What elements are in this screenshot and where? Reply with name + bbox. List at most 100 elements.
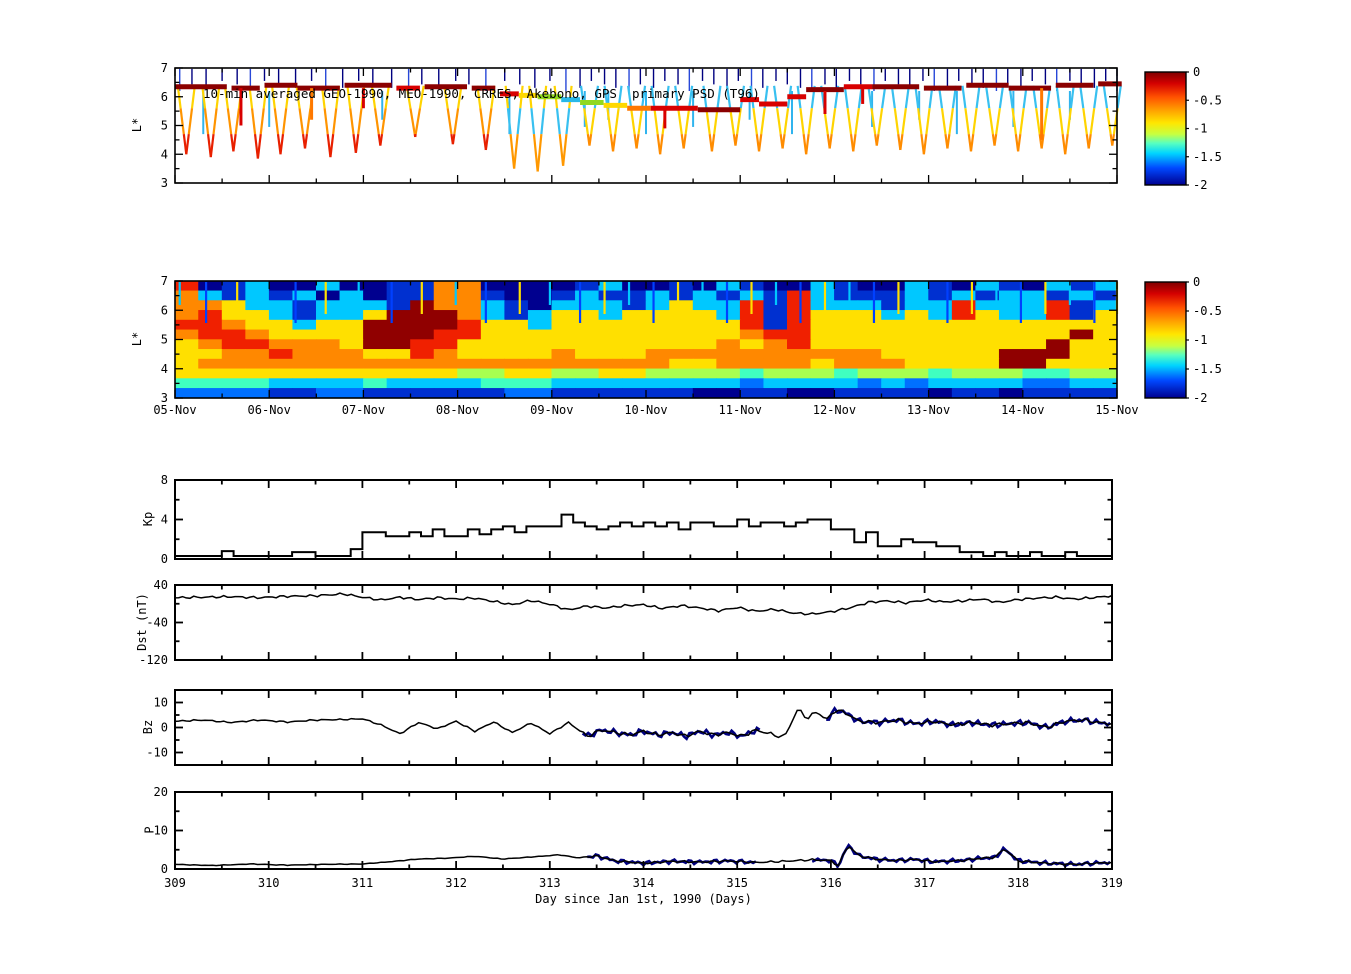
heatmap-cell — [363, 388, 388, 399]
date-tick-label: 05-Nov — [153, 403, 196, 417]
date-tick-label: 12-Nov — [813, 403, 856, 417]
heatmap-cell — [268, 329, 294, 340]
heatmap-cell — [268, 339, 294, 350]
heatmap-cell — [1093, 339, 1118, 350]
heatmap-cell — [1022, 388, 1047, 399]
heatmap-cell — [339, 280, 364, 292]
heatmap-cell — [268, 378, 294, 389]
heatmap-cell — [998, 339, 1024, 350]
heatmap-cell — [998, 310, 1024, 321]
heatmap-cell — [739, 358, 765, 370]
heatmap-cell — [363, 290, 388, 301]
heatmap-cell — [1022, 378, 1047, 389]
heatmap-cell — [857, 349, 882, 360]
psd-dip — [805, 133, 810, 155]
heatmap-cell — [975, 300, 1000, 311]
heatmap-cell — [268, 388, 294, 399]
heatmap-cell — [1046, 378, 1071, 389]
heatmap-cell — [551, 329, 576, 340]
heatmap-cell — [174, 368, 199, 379]
panel1-ylabel: L* — [130, 117, 145, 133]
heatmap-cell — [245, 280, 270, 292]
psd-dip — [606, 108, 612, 135]
psd-dip — [995, 108, 1001, 135]
heatmap-cell — [433, 358, 458, 370]
heatmap-cell — [221, 319, 246, 331]
heatmap-cell — [857, 329, 882, 340]
heatmap-cell — [692, 368, 717, 379]
heatmap-cell — [504, 388, 529, 399]
heatmap-cell — [363, 300, 388, 311]
axis-box — [174, 479, 1113, 560]
colorbar-tick-label: 0 — [1193, 275, 1200, 289]
heatmap-cell — [1046, 329, 1071, 340]
heatmap-cell — [834, 290, 859, 301]
heatmap-cell — [363, 329, 388, 340]
heatmap-cell — [433, 290, 458, 301]
heatmap-cell — [433, 388, 458, 399]
panel1-ytick-label: 7 — [161, 61, 168, 75]
p-ytick-label: 20 — [154, 785, 168, 799]
psd-dip — [893, 108, 900, 135]
psd-dip — [346, 85, 352, 109]
psd-dip — [1019, 108, 1025, 135]
heatmap-cell — [716, 300, 741, 311]
heatmap-cell — [1022, 290, 1047, 301]
psd-dip — [504, 85, 510, 109]
heatmap-cell — [669, 378, 694, 389]
heatmap-cell — [928, 368, 953, 379]
psd-dip — [588, 133, 593, 146]
colorbar-tick-label: -1.5 — [1193, 150, 1222, 164]
colorbar-tick-label: -1 — [1193, 122, 1207, 136]
heatmap-cell — [480, 329, 505, 340]
heatmap-cell — [386, 310, 411, 321]
heatmap-cell — [904, 358, 929, 370]
heatmap-cell — [1046, 300, 1071, 311]
heatmap-cell — [975, 329, 1000, 340]
psd-dip — [1105, 108, 1112, 135]
heatmap-cell — [1069, 358, 1094, 370]
heatmap-cell — [504, 310, 529, 321]
heatmap-cell — [834, 339, 859, 350]
psd-dip — [506, 108, 512, 135]
heatmap-cell — [763, 319, 788, 331]
psd-dip — [484, 133, 490, 151]
psd-dip — [781, 133, 786, 149]
heatmap-cell — [1093, 388, 1118, 399]
p-ytick-label: 0 — [161, 862, 168, 876]
axis-box — [174, 791, 1113, 870]
heatmap-cell — [268, 280, 294, 292]
heatmap-cell — [1093, 290, 1118, 301]
heatmap-cell — [669, 368, 694, 379]
heatmap-cell — [881, 378, 906, 389]
heatmap-cell — [998, 368, 1024, 379]
heatmap-cell — [292, 310, 317, 321]
psd-dip — [940, 108, 947, 135]
heatmap-cell — [692, 358, 717, 370]
heatmap-cell — [386, 300, 411, 311]
heatmap-cell — [198, 319, 223, 331]
heatmap-cell — [881, 319, 906, 331]
heatmap-cell — [1093, 329, 1118, 340]
heatmap-cell — [975, 310, 1000, 321]
heatmap-cell — [669, 290, 694, 301]
heatmap-cell — [857, 378, 882, 389]
heatmap-cell — [692, 388, 717, 399]
heatmap-cell — [221, 310, 246, 321]
heatmap-cell — [810, 300, 835, 311]
heatmap-cell — [551, 349, 576, 360]
heatmap-cell — [998, 329, 1024, 340]
heatmap-cell — [433, 368, 458, 379]
psd-dip — [370, 85, 377, 109]
heatmap-cell — [221, 290, 246, 301]
heatmap-cell — [834, 358, 859, 370]
heatmap-cell — [998, 280, 1024, 292]
heatmap-cell — [457, 329, 482, 340]
heatmap-cell — [951, 300, 976, 311]
psd-dip — [776, 108, 782, 135]
heatmap-cell — [316, 368, 341, 379]
heatmap-cell — [316, 339, 341, 350]
colorbar-tick-label: -1 — [1193, 333, 1207, 347]
heatmap-cell — [1022, 349, 1047, 360]
heatmap-cell — [669, 329, 694, 340]
